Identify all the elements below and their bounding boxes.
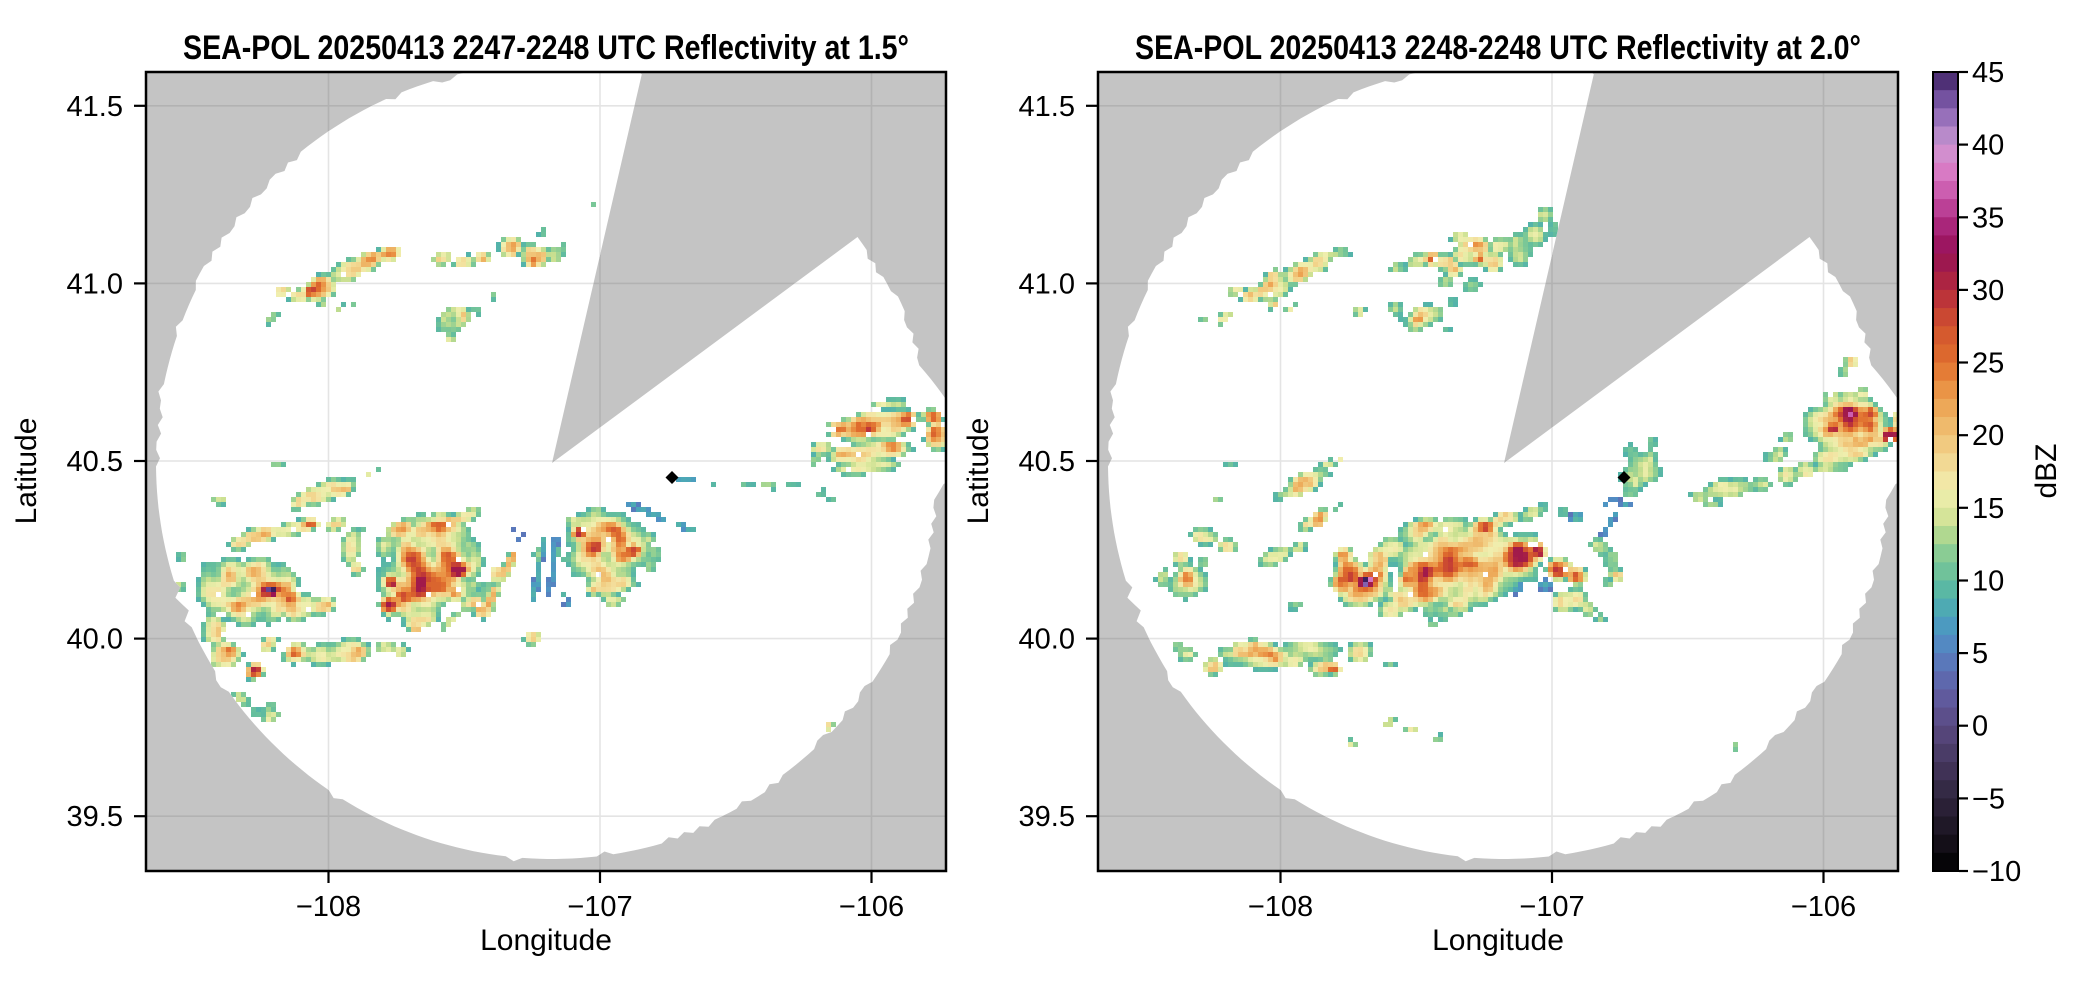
svg-text:Longitude: Longitude — [480, 924, 612, 957]
svg-text:41.5: 41.5 — [67, 91, 123, 123]
svg-text:−10: −10 — [1972, 856, 2021, 888]
svg-text:40.0: 40.0 — [1019, 624, 1075, 656]
svg-text:20: 20 — [1972, 420, 2004, 452]
svg-text:−106: −106 — [839, 891, 904, 923]
svg-text:30: 30 — [1972, 275, 2004, 307]
svg-text:41.0: 41.0 — [1019, 268, 1075, 300]
svg-text:Latitude: Latitude — [962, 418, 995, 525]
svg-text:Latitude: Latitude — [10, 418, 43, 525]
svg-text:15: 15 — [1972, 493, 2004, 525]
svg-text:41.0: 41.0 — [67, 268, 123, 300]
svg-text:SEA-POL 20250413 2247-2248 UTC: SEA-POL 20250413 2247-2248 UTC Reflectiv… — [183, 29, 909, 67]
svg-text:40.5: 40.5 — [67, 446, 123, 478]
svg-text:35: 35 — [1972, 202, 2004, 234]
svg-text:40.0: 40.0 — [67, 624, 123, 656]
svg-text:10: 10 — [1972, 566, 2004, 598]
svg-text:Longitude: Longitude — [1432, 924, 1564, 957]
svg-text:40.5: 40.5 — [1019, 446, 1075, 478]
svg-text:dBZ: dBZ — [2030, 443, 2063, 498]
svg-text:−108: −108 — [296, 891, 361, 923]
svg-text:5: 5 — [1972, 638, 1988, 670]
svg-text:39.5: 39.5 — [67, 801, 123, 833]
svg-text:−5: −5 — [1972, 783, 2005, 815]
svg-text:0: 0 — [1972, 711, 1988, 743]
svg-text:SEA-POL 20250413 2248-2248 UTC: SEA-POL 20250413 2248-2248 UTC Reflectiv… — [1135, 29, 1861, 67]
svg-text:−108: −108 — [1248, 891, 1313, 923]
svg-text:41.5: 41.5 — [1019, 91, 1075, 123]
svg-text:−106: −106 — [1791, 891, 1856, 923]
svg-text:45: 45 — [1972, 57, 2004, 89]
svg-text:25: 25 — [1972, 348, 2004, 380]
svg-text:39.5: 39.5 — [1019, 801, 1075, 833]
svg-text:−107: −107 — [1519, 891, 1584, 923]
svg-text:40: 40 — [1972, 130, 2004, 162]
svg-text:−107: −107 — [567, 891, 632, 923]
